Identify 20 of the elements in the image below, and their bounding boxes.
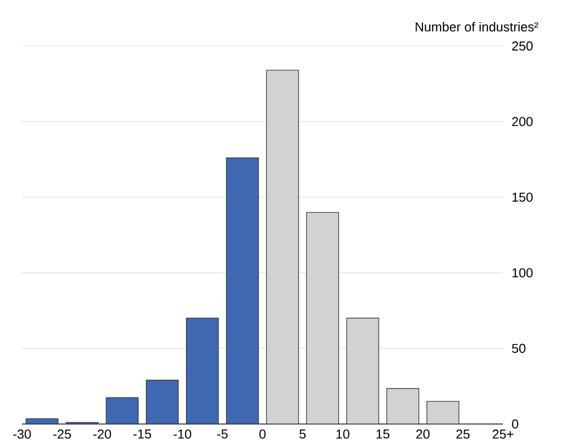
y-tick-label: 200 — [512, 117, 533, 126]
y-tick-label: 250 — [512, 41, 533, 51]
y-tick-label: 100 — [512, 268, 533, 278]
y-tick-label: 150 — [512, 192, 533, 202]
x-tick-label: -20 — [93, 430, 112, 439]
x-tick-label: 20 — [416, 430, 430, 439]
y-axis-title: Number of industries² — [416, 22, 538, 32]
x-tick-label: -15 — [133, 430, 152, 439]
y-tick-label: 0 — [512, 419, 518, 429]
x-tick-label: -30 — [13, 430, 31, 439]
x-tick-label: 0 — [259, 430, 266, 439]
x-tick-label: 15 — [376, 430, 390, 439]
x-tick-label: -10 — [174, 430, 192, 439]
x-tick-label: 5 — [300, 430, 306, 439]
x-tick-label: 10 — [336, 430, 350, 439]
x-tick-label: 25+ — [492, 430, 514, 439]
x-tick-label: -5 — [217, 430, 228, 439]
y-tick-label: 50 — [512, 344, 526, 353]
x-tick-label: -25 — [53, 430, 71, 439]
x-tick-label: 25 — [456, 430, 470, 439]
